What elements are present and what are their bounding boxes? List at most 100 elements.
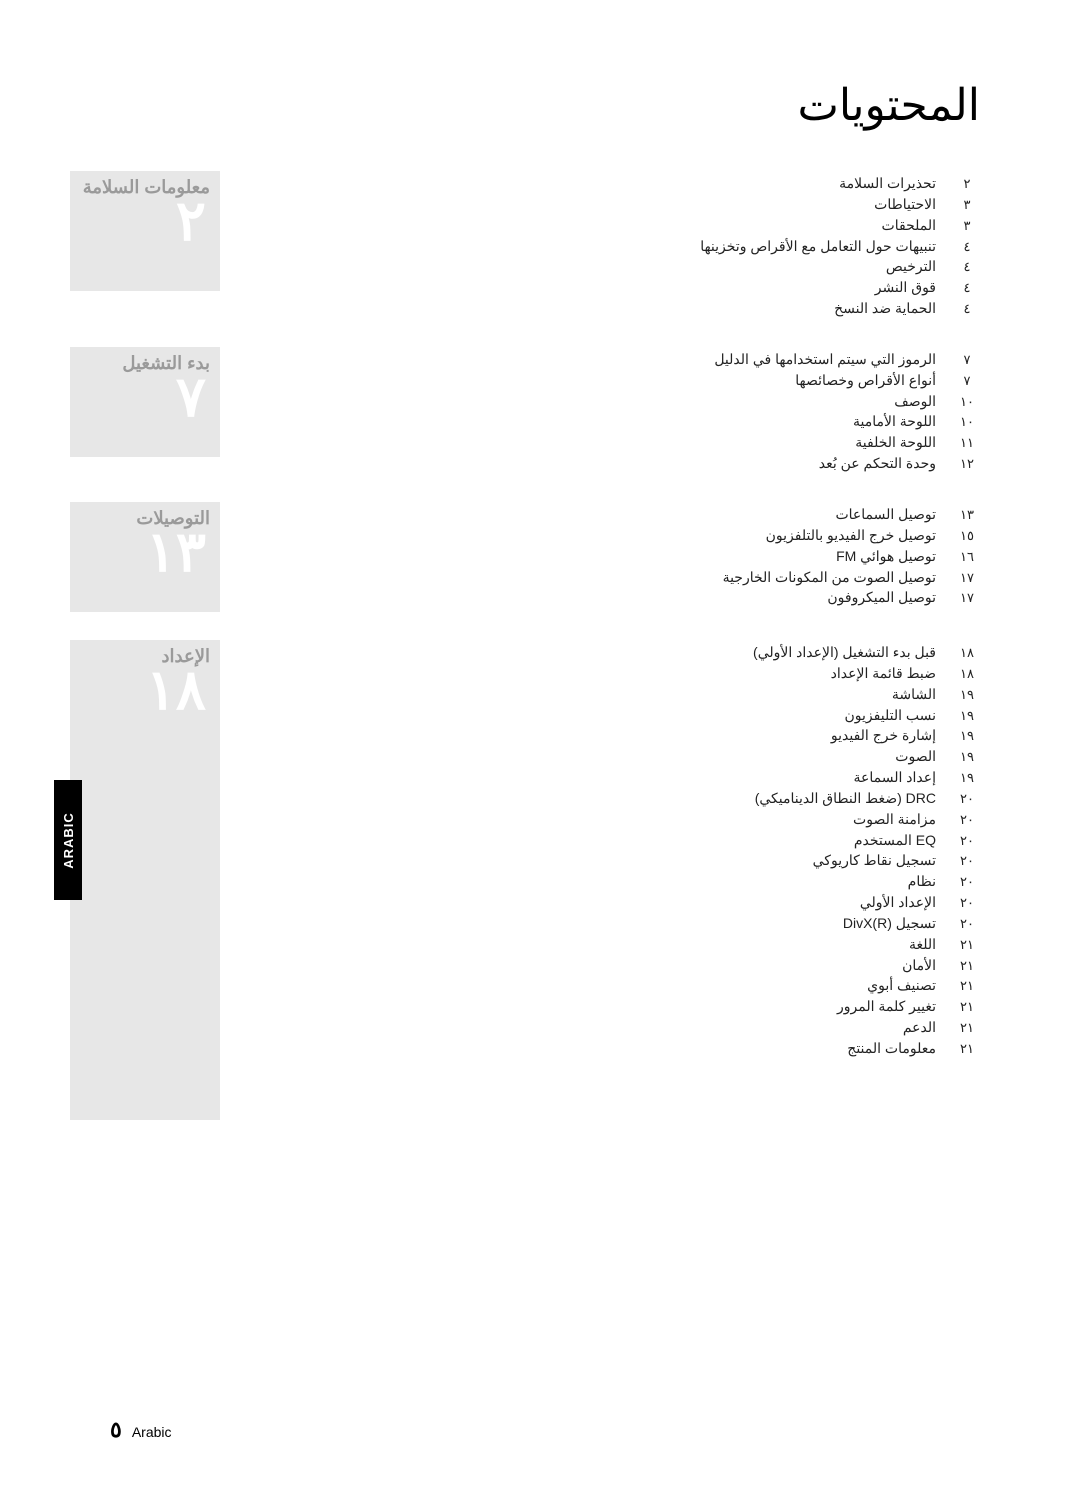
- toc-entry: ١٦توصيل هوائي FM: [238, 546, 980, 567]
- toc-entry-label: اللغة: [909, 934, 936, 954]
- toc-entry: ١٧توصيل الصوت من المكونات الخارجية: [238, 567, 980, 588]
- section-entries: ١٣ توصيل السماعات ١٥ توصيل خرج الفيديو بالت…: [238, 502, 980, 608]
- toc-entry-label: تسجيل DivX(R): [843, 913, 936, 933]
- toc-entry-page: ٢: [954, 175, 980, 194]
- toc-entry-label: وحدة التحكم عن بُعد: [819, 453, 936, 473]
- toc-entry-label: الشاشة: [892, 684, 936, 704]
- toc-entry-page: ١٠: [954, 393, 980, 412]
- toc-section: معلومات السلامة٢٢تحذيرات السلامة٣الاحتيا…: [70, 171, 980, 319]
- toc-entry: ١١اللوحة الخلفية: [238, 432, 980, 453]
- toc-entry-label: تغيير كلمة المرور: [837, 996, 936, 1016]
- toc-entry-page: ٤: [954, 279, 980, 298]
- toc-entry-label: اللوحة الخلفية: [855, 432, 936, 452]
- toc-entry-label: الصوت: [895, 746, 936, 766]
- page-footer: ٥ Arabic: [110, 1417, 172, 1443]
- toc-entry: ٣الملحقات: [238, 215, 980, 236]
- toc-entry-label: الاحتياطات: [874, 194, 936, 214]
- toc-entry: ١٧توصيل الميكروفون: [238, 587, 980, 608]
- toc-entry: ٢٠EQ المستخدم: [238, 830, 980, 851]
- toc-entry: ٢٠ DRC (ضغط النطاق الديناميكي): [238, 788, 980, 809]
- toc-entry-label: إعداد السماعة: [854, 767, 936, 787]
- toc-entry: ١٨قبل بدء التشغيل (الإعداد الأولي): [238, 642, 980, 663]
- toc-entry-label: تنبيهات حول التعامل مع الأقراص وتخزينها: [700, 236, 936, 256]
- language-tab-label: ARABIC: [61, 812, 76, 869]
- toc-entry: ٢١ تصنيف أبوي: [238, 975, 980, 996]
- toc-entry-label: EQ المستخدم: [854, 830, 936, 850]
- toc-entry-page: ١٨: [954, 665, 980, 684]
- section-number: ٢: [176, 193, 206, 249]
- toc-entry-page: ٢٠: [954, 894, 980, 913]
- section-number: ١٨: [146, 662, 206, 718]
- toc-entry-page: ١٩: [954, 748, 980, 767]
- section-entries: ٢تحذيرات السلامة٣الاحتياطات٣الملحقات ٤ تنب…: [238, 171, 980, 319]
- toc-entry-label: توصيل خرج الفيديو بالتلفزيون: [766, 525, 936, 545]
- toc-entry: ٤ الحماية ضد النسخ: [238, 298, 980, 319]
- toc-entry: ٣الاحتياطات: [238, 194, 980, 215]
- toc-entry: ١٨ضبط قائمة الإعداد: [238, 663, 980, 684]
- toc-entry-label: الحماية ضد النسخ: [834, 298, 936, 318]
- toc-entry: ٤قوق النشر: [238, 277, 980, 298]
- toc-entry-label: أنواع الأقراص وخصائصها: [795, 370, 936, 390]
- toc-entry: ٤ تنبيهات حول التعامل مع الأقراص وتخزينها: [238, 236, 980, 257]
- toc-entry: ٢تحذيرات السلامة: [238, 173, 980, 194]
- toc-entry-page: ١٩: [954, 727, 980, 746]
- toc-entry-page: ١٠: [954, 413, 980, 432]
- toc-entry-label: الدعم: [903, 1017, 936, 1037]
- footer-label: Arabic: [132, 1424, 172, 1440]
- section-number: ٧: [176, 369, 206, 425]
- toc-entry: ٢١الأمان: [238, 955, 980, 976]
- section-header-block: التوصيلات١٣: [70, 502, 220, 612]
- toc-entry: ١٩إشارة خرج الفيديو: [238, 725, 980, 746]
- toc-entry-page: ٢٠: [954, 915, 980, 934]
- toc-entry: ٤الترخيص: [238, 256, 980, 277]
- toc-entry-page: ٧: [954, 372, 980, 391]
- toc-entry-page: ٢١: [954, 977, 980, 996]
- toc-entry-label: تسجيل نقاط كاريوكي: [813, 850, 936, 870]
- section-entries: ٧ الرموز التي سيتم استخدامها في الدليل ٧ أن…: [238, 347, 980, 474]
- toc-entry-page: ٧: [954, 351, 980, 370]
- toc-entry-page: ١٩: [954, 707, 980, 726]
- toc-entry-page: ٢١: [954, 957, 980, 976]
- toc-entry-label: DRC (ضغط النطاق الديناميكي): [755, 788, 936, 808]
- toc-entry-label: توصيل الميكروفون: [827, 587, 936, 607]
- toc-entry-label: الترخيص: [886, 256, 936, 276]
- toc-entry: ١٠اللوحة الأمامية: [238, 411, 980, 432]
- toc-entry-page: ٤: [954, 238, 980, 257]
- toc-entry: ٢١ تغيير كلمة المرور: [238, 996, 980, 1017]
- toc-entry-page: ١٩: [954, 769, 980, 788]
- toc-entry-label: توصيل هوائي FM: [836, 546, 936, 566]
- toc-entry-label: تصنيف أبوي: [867, 975, 936, 995]
- toc-section: الإعداد١٨ ١٨قبل بدء التشغيل (الإعداد الأو…: [70, 640, 980, 1120]
- toc-entry: ٧ أنواع الأقراص وخصائصها: [238, 370, 980, 391]
- toc-entry-page: ١٥: [954, 527, 980, 546]
- toc-entry-page: ٢٠: [954, 811, 980, 830]
- toc-entry-label: الرموز التي سيتم استخدامها في الدليل: [714, 349, 936, 369]
- toc-entry-page: ٢٠: [954, 852, 980, 871]
- toc-entry-label: مزامنة الصوت: [853, 809, 936, 829]
- toc-entry: ١٩ الصوت: [238, 746, 980, 767]
- toc-entry-page: ٢١: [954, 998, 980, 1017]
- toc-entry-page: ١٣: [954, 506, 980, 525]
- toc-entry-page: ٢١: [954, 936, 980, 955]
- toc-entry: ٢٠ مزامنة الصوت: [238, 809, 980, 830]
- section-number: ١٣: [146, 524, 206, 580]
- toc-entry: ٢١الدعم: [238, 1017, 980, 1038]
- section-header-block: بدء التشغيل٧: [70, 347, 220, 457]
- toc-entry: ١٩ إعداد السماعة: [238, 767, 980, 788]
- toc-container: معلومات السلامة٢٢تحذيرات السلامة٣الاحتيا…: [70, 171, 980, 1120]
- toc-entry-page: ٢٠: [954, 790, 980, 809]
- toc-entry-page: ١٨: [954, 644, 980, 663]
- toc-entry-page: ٢١: [954, 1040, 980, 1059]
- toc-entry: ١٩الشاشة: [238, 684, 980, 705]
- toc-entry: ١٣ توصيل السماعات: [238, 504, 980, 525]
- toc-entry-label: توصيل السماعات: [835, 504, 936, 524]
- toc-entry-label: نسب التليفزيون: [845, 705, 936, 725]
- toc-entry: ٢٠ تسجيل نقاط كاريوكي: [238, 850, 980, 871]
- toc-entry-page: ٤: [954, 300, 980, 319]
- toc-entry-page: ١٢: [954, 455, 980, 474]
- page: المحتويات معلومات السلامة٢٢تحذيرات السلا…: [0, 0, 1080, 1491]
- toc-section: بدء التشغيل٧٧الرموز التي سيتم استخدامها …: [70, 347, 980, 474]
- toc-entry: ١٩ نسب التليفزيون: [238, 705, 980, 726]
- section-header-block: الإعداد١٨: [70, 640, 220, 1120]
- toc-entry: ١٠الوصف: [238, 391, 980, 412]
